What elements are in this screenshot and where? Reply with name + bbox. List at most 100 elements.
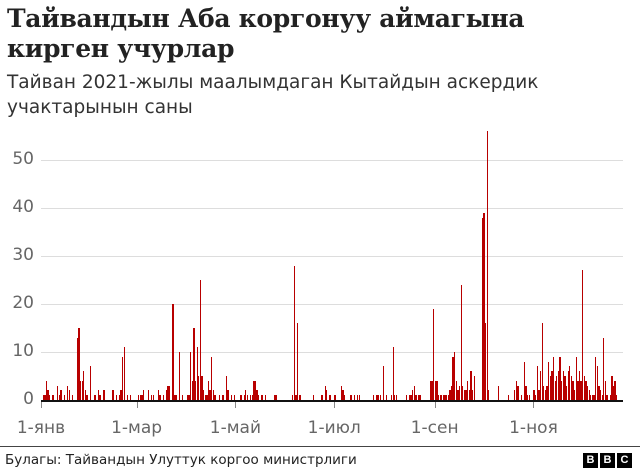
gridline (41, 352, 623, 353)
data-bar (559, 356, 561, 400)
data-bar (298, 395, 300, 400)
data-bar (606, 395, 608, 400)
data-bar (79, 380, 82, 400)
data-bar (165, 390, 168, 400)
data-bar (350, 395, 352, 400)
data-bar (585, 380, 587, 400)
data-bar (76, 337, 78, 400)
data-bar (222, 395, 224, 400)
data-bar (201, 376, 203, 400)
footer-divider (0, 446, 640, 447)
data-bar (243, 395, 245, 400)
data-bar (548, 361, 550, 400)
data-bar (604, 380, 607, 400)
data-bar (598, 385, 600, 400)
data-bar (460, 284, 462, 400)
data-bar (573, 390, 576, 400)
data-bar (84, 390, 87, 400)
data-bar (253, 380, 255, 400)
data-bar (564, 376, 566, 400)
data-bar (562, 371, 564, 400)
data-bar (601, 395, 603, 400)
data-bar (191, 380, 193, 400)
data-bar (539, 371, 542, 400)
data-bar (99, 395, 101, 400)
data-bar (551, 371, 553, 400)
data-bar (147, 390, 150, 400)
data-bar (536, 366, 539, 400)
data-bar (340, 385, 342, 400)
data-bar (415, 395, 417, 400)
gridline (41, 208, 623, 209)
data-bar (324, 385, 326, 400)
data-bar (525, 385, 527, 400)
data-bar (473, 376, 475, 400)
data-bar (546, 385, 548, 400)
data-bar (83, 371, 85, 400)
data-bar (420, 395, 422, 400)
data-bar (465, 390, 467, 400)
data-bar (256, 390, 258, 400)
data-bar (52, 395, 54, 400)
data-bar (405, 395, 407, 400)
data-bar (418, 395, 420, 400)
data-bar (470, 371, 472, 400)
data-bar (141, 395, 143, 400)
gridline (41, 256, 623, 257)
data-bar (198, 376, 200, 400)
data-bar (227, 390, 229, 400)
data-bar (162, 395, 164, 400)
data-bar (446, 395, 448, 400)
data-bar (173, 395, 176, 400)
data-bar (42, 395, 44, 400)
data-bar (567, 371, 569, 400)
data-bar (590, 395, 592, 400)
data-bar (373, 395, 375, 400)
data-bar (441, 395, 443, 400)
data-bar (123, 347, 125, 400)
data-bar (292, 395, 294, 400)
data-bar (358, 395, 360, 400)
data-bar (211, 356, 213, 400)
data-bar (167, 385, 169, 400)
data-bar (436, 380, 438, 400)
data-bar (212, 390, 215, 400)
data-bar (429, 380, 432, 400)
x-tick-label: 1-мар (111, 418, 163, 438)
data-bar (376, 395, 378, 400)
data-bar (245, 390, 247, 400)
data-bar (599, 390, 602, 400)
data-bar (468, 390, 470, 400)
data-bar (543, 385, 545, 400)
data-bar (447, 395, 449, 400)
data-bar (274, 395, 276, 400)
data-bar (207, 380, 210, 400)
data-bar (614, 380, 616, 400)
data-bar (71, 395, 74, 400)
x-tick (533, 402, 535, 408)
data-bar (535, 395, 537, 400)
data-bar (382, 366, 385, 400)
source-note: Булагы: Тайвандын Улуттук коргоо министр… (5, 452, 357, 468)
data-bar (514, 390, 516, 400)
data-bar (143, 390, 145, 400)
data-bar (411, 390, 414, 400)
data-bar (517, 385, 519, 400)
data-bar (181, 395, 184, 400)
data-bar (588, 390, 590, 400)
data-bar (60, 390, 62, 400)
data-bar (94, 395, 96, 400)
data-bar (481, 217, 483, 400)
data-bar (204, 395, 206, 400)
data-bar (115, 395, 117, 400)
data-bar (386, 395, 388, 400)
logo-letter: B (583, 453, 598, 468)
data-bar (193, 328, 195, 400)
data-bar (130, 395, 132, 400)
data-bar (515, 380, 517, 400)
data-bar (254, 380, 257, 400)
data-bar (102, 390, 104, 400)
x-tick-label: 1-сен (410, 418, 459, 438)
data-bar (612, 385, 615, 400)
data-bar (484, 323, 487, 400)
